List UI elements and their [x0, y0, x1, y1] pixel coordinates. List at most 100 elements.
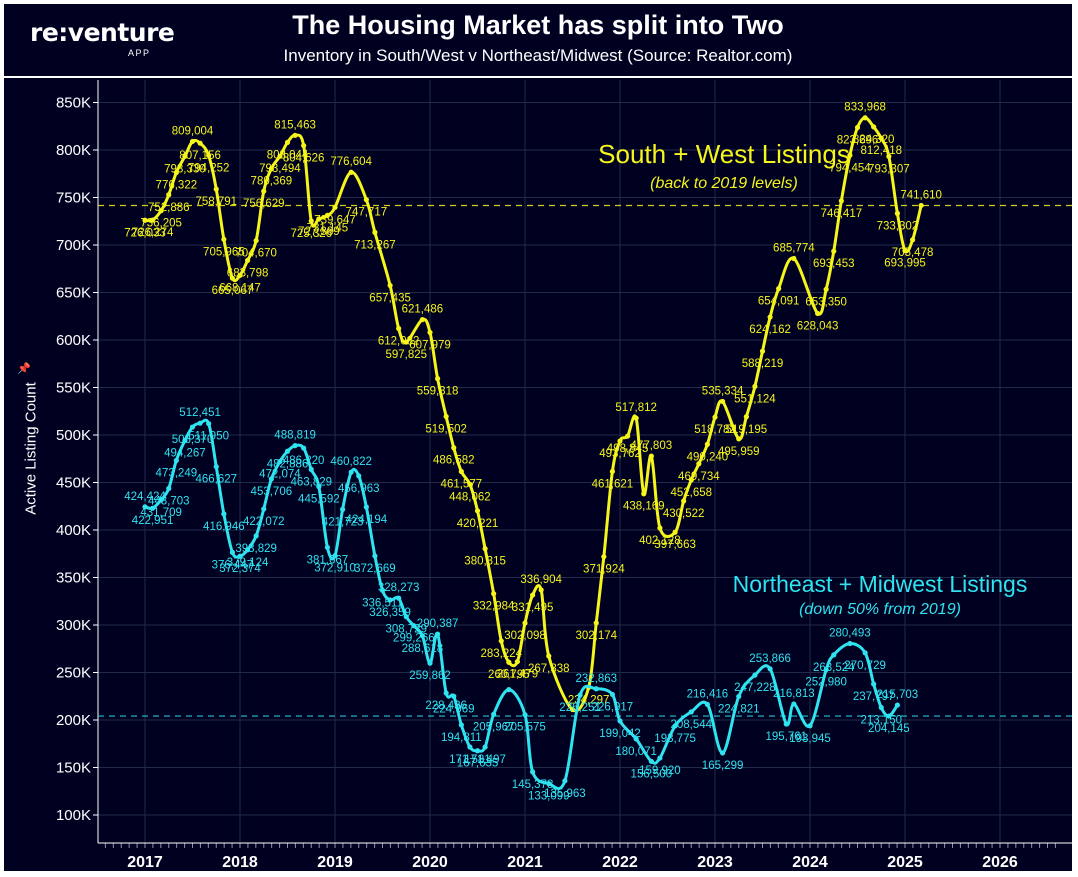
data-point[interactable]: [435, 631, 441, 637]
data-point[interactable]: [142, 217, 148, 223]
data-point[interactable]: [277, 458, 283, 465]
data-point[interactable]: [229, 549, 235, 555]
data-point[interactable]: [150, 217, 156, 223]
data-point[interactable]: [672, 723, 678, 729]
data-point[interactable]: [332, 204, 338, 210]
data-point[interactable]: [736, 693, 742, 700]
data-point[interactable]: [173, 457, 179, 464]
data-point[interactable]: [593, 686, 599, 692]
data-point[interactable]: [419, 633, 425, 639]
data-point[interactable]: [363, 197, 369, 203]
data-point[interactable]: [823, 667, 829, 673]
data-point[interactable]: [767, 314, 773, 320]
data-point[interactable]: [324, 212, 330, 219]
data-point[interactable]: [348, 169, 354, 175]
data-point[interactable]: [356, 473, 362, 479]
data-point[interactable]: [348, 469, 354, 475]
data-point[interactable]: [474, 748, 481, 754]
data-point[interactable]: [672, 529, 678, 535]
data-point[interactable]: [316, 216, 322, 222]
data-point[interactable]: [783, 721, 789, 727]
data-point[interactable]: [776, 286, 782, 292]
data-point[interactable]: [752, 672, 758, 678]
data-point[interactable]: [396, 325, 402, 332]
data-point[interactable]: [474, 508, 481, 514]
data-point[interactable]: [268, 166, 274, 172]
data-point[interactable]: [387, 282, 393, 289]
data-point[interactable]: [688, 709, 694, 715]
data-point[interactable]: [467, 744, 473, 750]
data-point[interactable]: [150, 505, 156, 511]
data-point[interactable]: [379, 587, 386, 593]
data-point[interactable]: [720, 398, 726, 405]
data-point[interactable]: [396, 595, 402, 601]
data-point[interactable]: [648, 758, 654, 764]
data-point[interactable]: [498, 638, 504, 644]
data-point[interactable]: [261, 506, 267, 512]
data-point[interactable]: [506, 659, 512, 665]
data-point[interactable]: [237, 272, 243, 278]
data-point[interactable]: [546, 653, 552, 659]
data-point[interactable]: [340, 506, 346, 512]
data-point[interactable]: [482, 744, 488, 750]
data-point[interactable]: [878, 135, 884, 141]
data-point[interactable]: [308, 466, 314, 472]
data-point[interactable]: [443, 690, 449, 696]
data-point[interactable]: [458, 722, 464, 728]
data-point[interactable]: [189, 424, 196, 430]
data-point[interactable]: [577, 692, 583, 698]
data-point[interactable]: [292, 443, 298, 449]
data-point[interactable]: [562, 778, 568, 784]
data-point[interactable]: [458, 468, 464, 475]
pin-icon[interactable]: 📌: [17, 363, 31, 375]
data-point[interactable]: [871, 681, 877, 687]
data-point[interactable]: [522, 712, 528, 718]
data-point[interactable]: [886, 713, 892, 719]
data-point[interactable]: [142, 504, 148, 510]
data-point[interactable]: [894, 210, 901, 216]
data-point[interactable]: [823, 286, 829, 292]
data-point[interactable]: [245, 257, 251, 263]
data-point[interactable]: [522, 620, 528, 626]
data-point[interactable]: [213, 186, 219, 192]
data-point[interactable]: [538, 587, 544, 593]
data-point[interactable]: [158, 208, 164, 214]
data-point[interactable]: [743, 414, 749, 420]
data-point[interactable]: [229, 275, 235, 281]
data-point[interactable]: [633, 415, 639, 421]
data-point[interactable]: [467, 481, 473, 487]
data-point[interactable]: [166, 192, 172, 198]
data-point[interactable]: [332, 553, 338, 559]
data-point[interactable]: [158, 497, 164, 503]
data-point[interactable]: [704, 441, 711, 447]
data-point[interactable]: [182, 437, 188, 444]
data-point[interactable]: [387, 597, 393, 603]
data-point[interactable]: [253, 237, 259, 244]
data-point[interactable]: [847, 152, 853, 158]
data-point[interactable]: [625, 433, 631, 439]
data-point[interactable]: [221, 236, 227, 242]
data-point[interactable]: [245, 547, 251, 553]
data-point[interactable]: [213, 464, 219, 470]
data-point[interactable]: [847, 640, 853, 647]
data-point[interactable]: [609, 691, 616, 698]
data-point[interactable]: [206, 152, 212, 159]
data-point[interactable]: [506, 687, 512, 693]
data-point[interactable]: [736, 436, 742, 442]
data-point[interactable]: [443, 413, 449, 420]
data-point[interactable]: [601, 554, 607, 560]
data-point[interactable]: [363, 504, 369, 510]
data-point[interactable]: [491, 711, 497, 717]
data-point[interactable]: [791, 701, 797, 707]
data-point[interactable]: [173, 169, 179, 176]
data-point[interactable]: [189, 138, 196, 145]
data-point[interactable]: [166, 485, 172, 492]
data-point[interactable]: [767, 666, 773, 672]
data-point[interactable]: [435, 376, 441, 382]
data-point[interactable]: [284, 139, 291, 145]
data-point[interactable]: [221, 511, 227, 517]
data-point[interactable]: [324, 544, 330, 551]
data-point[interactable]: [403, 614, 409, 620]
data-point[interactable]: [712, 414, 718, 420]
data-point[interactable]: [854, 124, 861, 131]
